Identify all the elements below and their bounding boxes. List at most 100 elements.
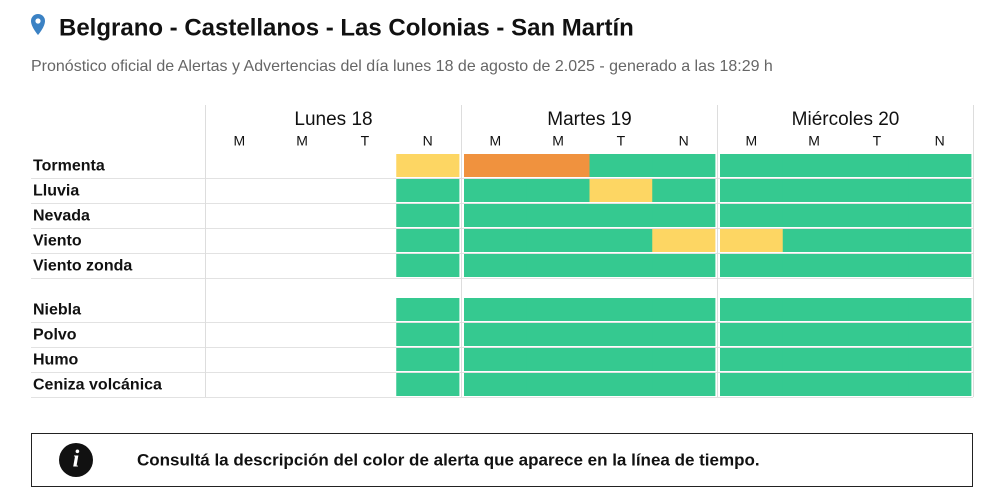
- row-label: Humo: [33, 352, 79, 369]
- alert-cell: [526, 254, 590, 277]
- alert-cell: [652, 154, 716, 177]
- alert-cell: [845, 348, 909, 371]
- alert-cell: [720, 254, 784, 277]
- alert-cell: [782, 179, 846, 202]
- alert-cell: [652, 348, 716, 371]
- alert-cell: [589, 204, 653, 227]
- alert-cell: [526, 373, 590, 396]
- alert-cell: [782, 323, 846, 346]
- notice-text: Consultá la descripción del color de ale…: [137, 450, 760, 469]
- alert-cell: [845, 323, 909, 346]
- alert-cell: [782, 229, 846, 252]
- alert-cell: [845, 204, 909, 227]
- alert-cell: [652, 373, 716, 396]
- alert-cell: [720, 229, 784, 252]
- period-label: T: [617, 133, 626, 149]
- alert-cell: [464, 179, 528, 202]
- info-icon: [59, 443, 93, 477]
- alert-cell: [720, 323, 784, 346]
- alert-cell: [908, 323, 972, 346]
- alert-cell: [652, 204, 716, 227]
- period-label: T: [873, 133, 882, 149]
- alert-cell: [845, 179, 909, 202]
- row-label: Viento: [33, 233, 82, 250]
- alert-cell: [652, 254, 716, 277]
- day-label: Miércoles 20: [792, 109, 900, 130]
- alert-cell: [396, 254, 460, 277]
- alert-cell: [652, 179, 716, 202]
- info-icon-glyph: i: [73, 447, 80, 473]
- period-label: M: [746, 133, 758, 149]
- period-label: N: [679, 133, 689, 149]
- alert-cell: [782, 154, 846, 177]
- alert-cell: [396, 373, 460, 396]
- row-label: Lluvia: [33, 183, 79, 200]
- alert-cell: [652, 298, 716, 321]
- alert-cell: [464, 154, 528, 177]
- alert-cell: [720, 154, 784, 177]
- day-label: Martes 19: [547, 109, 631, 130]
- alert-cell: [396, 348, 460, 371]
- period-label: M: [234, 133, 246, 149]
- notice-box: [31, 433, 973, 487]
- alert-cell: [908, 348, 972, 371]
- period-label: M: [552, 133, 564, 149]
- alert-cell: [720, 204, 784, 227]
- title: Belgrano - Castellanos - Las Colonias - …: [59, 14, 634, 41]
- alert-cell: [526, 179, 590, 202]
- alert-cell: [782, 373, 846, 396]
- row-label: Niebla: [33, 302, 81, 319]
- period-label: N: [423, 133, 433, 149]
- alert-cell: [720, 298, 784, 321]
- alert-cell: [396, 298, 460, 321]
- alert-cell: [782, 204, 846, 227]
- alert-cell: [526, 229, 590, 252]
- alert-table: Tormenta Lluvia Nevada Viento Viento zonda Ni…: [31, 105, 974, 398]
- row-label: Viento zonda: [33, 258, 132, 275]
- period-label: M: [296, 133, 308, 149]
- row-label: Ceniza volcánica: [33, 377, 162, 394]
- alert-cell: [782, 254, 846, 277]
- alert-cell: [396, 229, 460, 252]
- alert-cell: [464, 254, 528, 277]
- alert-cell: [589, 179, 653, 202]
- alert-cell: [589, 298, 653, 321]
- period-label: T: [361, 133, 370, 149]
- alert-cell: [589, 154, 653, 177]
- alert-cell: [464, 204, 528, 227]
- alert-cell: [652, 229, 716, 252]
- alert-cell: [464, 323, 528, 346]
- alert-cell: [782, 348, 846, 371]
- alert-cell: [652, 323, 716, 346]
- alert-cell: [720, 373, 784, 396]
- alert-cell: [720, 348, 784, 371]
- alert-cell: [845, 229, 909, 252]
- subtitle: Pronóstico oficial de Alertas y Adverten…: [31, 58, 773, 75]
- alert-cell: [464, 229, 528, 252]
- location-icon: [31, 14, 45, 35]
- day-label: Lunes 18: [294, 109, 372, 130]
- alert-cell: [908, 154, 972, 177]
- period-label: N: [935, 133, 945, 149]
- alert-cell: [845, 298, 909, 321]
- alert-cell: [908, 373, 972, 396]
- alert-cell: [396, 323, 460, 346]
- alert-cell: [908, 229, 972, 252]
- alert-cell: [720, 179, 784, 202]
- alert-cell: [526, 204, 590, 227]
- alert-cell: [589, 323, 653, 346]
- alert-cell: [526, 154, 590, 177]
- alert-cell: [464, 298, 528, 321]
- alert-cell: [908, 298, 972, 321]
- alert-cell: [845, 373, 909, 396]
- alert-cell: [589, 229, 653, 252]
- period-label: M: [808, 133, 820, 149]
- alert-cell: [526, 323, 590, 346]
- alert-cell: [908, 179, 972, 202]
- alert-cell: [396, 179, 460, 202]
- alert-cell: [908, 254, 972, 277]
- alert-cell: [589, 254, 653, 277]
- alert-cell: [782, 298, 846, 321]
- alert-cell: [396, 204, 460, 227]
